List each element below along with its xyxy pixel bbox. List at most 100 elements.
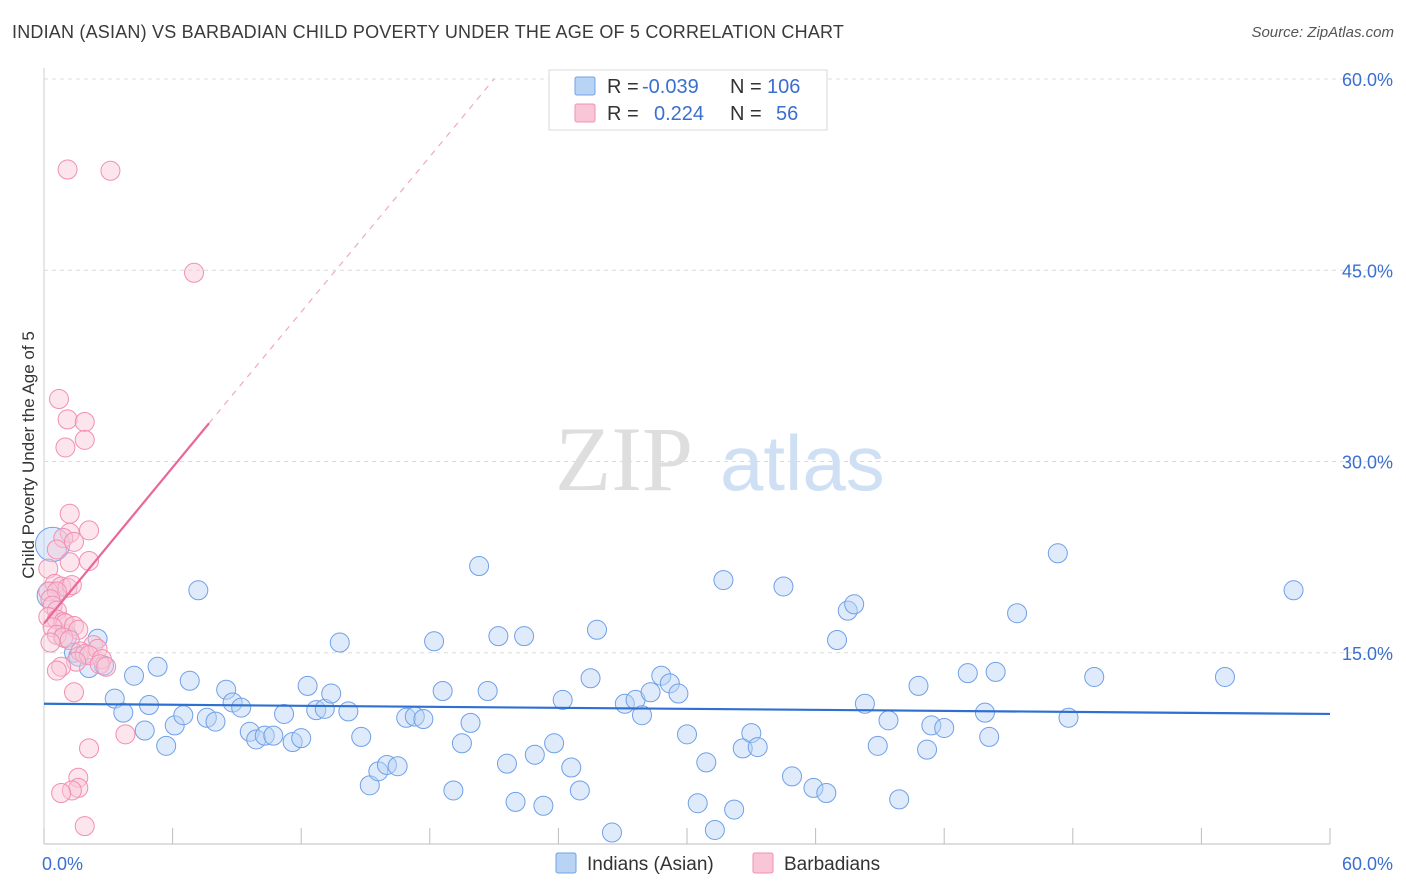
bottom-legend-swatch-barbadians xyxy=(752,852,774,874)
point-indians xyxy=(432,681,453,701)
y-tick-label: 30.0% xyxy=(1342,453,1393,473)
point-indians xyxy=(827,630,848,650)
point-indians xyxy=(488,626,509,647)
legend-n-value-1: 106 xyxy=(767,76,800,98)
point-indians xyxy=(173,705,194,726)
point-indians xyxy=(747,737,768,758)
point-indians xyxy=(291,728,312,749)
legend-r-label-1: R = xyxy=(607,76,639,98)
point-indians xyxy=(164,715,185,736)
point-indians xyxy=(561,757,582,778)
bottom-legend: Indians (Asian) Barbadians xyxy=(555,852,880,875)
point-indians xyxy=(544,733,565,754)
watermark: ZIP atlas xyxy=(555,408,885,510)
point-indians xyxy=(321,683,342,704)
point-barbadians xyxy=(51,783,72,803)
point-indians xyxy=(957,663,978,684)
point-indians xyxy=(254,725,275,746)
watermark-zip: ZIP xyxy=(555,408,693,510)
point-indians xyxy=(580,668,601,689)
point-indians xyxy=(552,689,573,710)
point-indians xyxy=(424,631,445,652)
y-tick-label: 15.0% xyxy=(1342,644,1393,664)
point-indians xyxy=(724,799,745,820)
point-indians xyxy=(477,681,498,701)
point-indians xyxy=(921,715,942,736)
point-barbadians xyxy=(53,528,74,548)
point-indians xyxy=(1214,666,1235,687)
point-indians xyxy=(216,679,237,700)
trend-line-barbadians xyxy=(43,422,210,625)
point-indians xyxy=(188,580,209,601)
y-axis-label: Child Poverty Under the Age of 5 xyxy=(19,331,38,579)
point-indians xyxy=(460,712,481,733)
point-indians xyxy=(297,675,318,696)
point-indians xyxy=(387,756,408,777)
data-points xyxy=(34,159,1331,843)
point-indians xyxy=(889,789,910,810)
legend-swatch-barbadians xyxy=(574,103,596,123)
point-indians xyxy=(1007,603,1028,624)
point-indians xyxy=(376,754,397,775)
point-indians xyxy=(803,777,824,798)
trend-lines xyxy=(208,78,495,424)
point-barbadians xyxy=(100,160,121,181)
point-barbadians xyxy=(59,503,80,524)
point-indians xyxy=(469,556,490,577)
point-barbadians xyxy=(74,411,95,432)
point-indians xyxy=(867,735,888,756)
watermark-atlas: atlas xyxy=(720,419,885,507)
chart-source: Source: ZipAtlas.com xyxy=(1251,24,1394,41)
point-indians xyxy=(113,702,134,723)
legend-r-value-2: 0.224 xyxy=(654,103,704,125)
point-indians xyxy=(505,791,526,812)
point-indians xyxy=(631,705,652,726)
point-indians xyxy=(396,707,417,728)
point-barbadians xyxy=(57,159,78,180)
point-indians xyxy=(1047,543,1068,564)
point-indians xyxy=(314,698,335,719)
point-indians xyxy=(844,594,865,615)
point-indians xyxy=(908,675,929,696)
point-indians xyxy=(659,673,680,694)
point-indians xyxy=(147,656,168,677)
point-indians xyxy=(179,670,200,691)
bottom-legend-swatch-indians xyxy=(555,852,577,874)
point-indians xyxy=(704,819,725,840)
x-tick-label-min: 0.0% xyxy=(42,854,83,874)
y-tick-label: 60.0% xyxy=(1342,70,1393,90)
point-indians xyxy=(533,795,554,816)
axes xyxy=(43,68,1331,845)
point-indians xyxy=(514,626,535,647)
point-indians xyxy=(878,710,899,731)
point-indians xyxy=(974,702,995,723)
point-barbadians xyxy=(55,437,76,458)
point-indians xyxy=(351,726,372,747)
point-barbadians xyxy=(49,389,70,410)
trend-line-indians xyxy=(43,702,1331,716)
point-indians xyxy=(156,735,177,756)
point-indians xyxy=(773,576,794,597)
point-indians xyxy=(338,701,359,722)
point-barbadians xyxy=(59,630,80,650)
point-indians xyxy=(696,752,717,773)
point-indians xyxy=(586,619,607,640)
point-indians xyxy=(496,753,517,774)
point-barbadians xyxy=(74,429,95,450)
point-indians xyxy=(985,661,1006,682)
point-indians xyxy=(854,693,875,714)
point-barbadians xyxy=(64,531,85,552)
legend-r-value-1: -0.039 xyxy=(642,76,699,98)
point-barbadians xyxy=(66,651,87,672)
point-indians xyxy=(713,570,734,591)
y-tick-label: 45.0% xyxy=(1342,261,1393,281)
point-indians xyxy=(1084,666,1105,687)
point-barbadians xyxy=(79,738,100,759)
point-indians xyxy=(782,766,803,787)
point-barbadians xyxy=(115,724,136,745)
point-barbadians xyxy=(61,575,82,596)
top-legend: R = -0.039 N = 106 R = 0.224 N = 56 xyxy=(548,69,828,131)
point-barbadians xyxy=(57,409,78,430)
point-indians xyxy=(668,683,689,704)
